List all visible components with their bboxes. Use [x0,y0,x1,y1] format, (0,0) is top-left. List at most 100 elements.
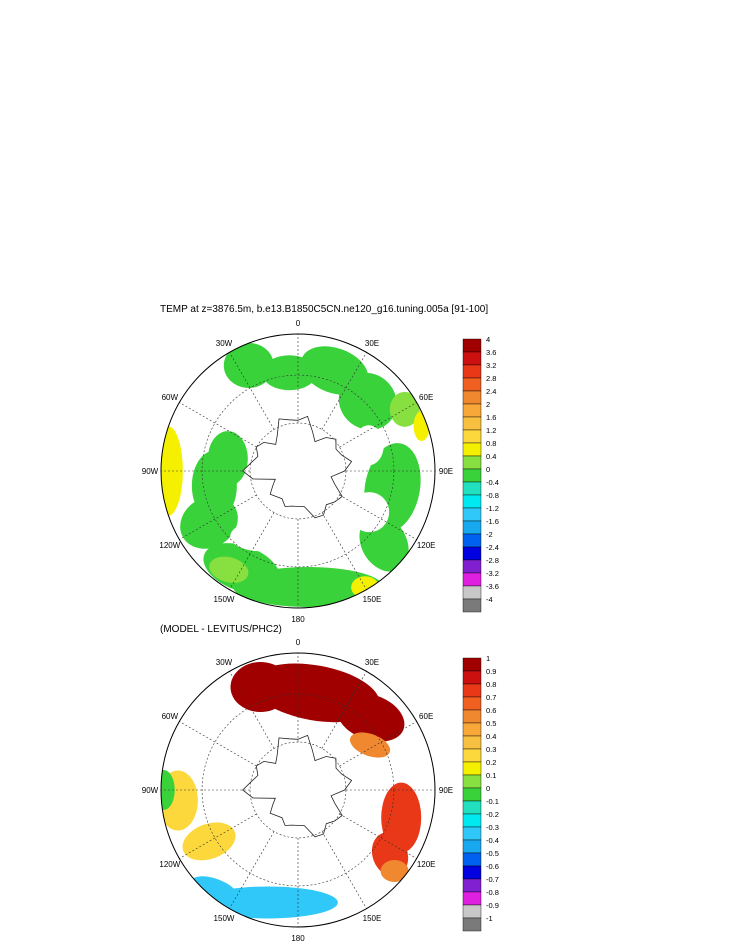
meridian [179,402,257,448]
legend-swatch [462,683,482,698]
meridian [179,494,257,540]
legend-label: 0 [486,465,490,474]
legend-label: -0.5 [486,849,499,858]
legend-swatch [462,559,482,574]
legend-label: 0.2 [486,758,496,767]
legend-swatch [462,533,482,548]
land-mask [349,492,390,533]
land-mask [230,521,291,552]
legend-label: 0.8 [486,680,496,689]
legend-swatch [462,520,482,535]
meridian [339,813,417,859]
meridian [179,813,257,859]
legend-label: -0.7 [486,875,499,884]
legend-label: -0.4 [486,478,499,487]
legend-label: 0.6 [486,706,496,715]
legend-label: -0.2 [486,810,499,819]
legend-swatch [462,403,482,418]
polar-map-1: 0 30E 60E 90E 120E 150E 180 150W 120W 90W 60W 30W 1 0… [142,638,499,943]
legend-swatch [462,865,482,880]
legend-swatch [462,735,482,750]
contour-fill [161,770,175,810]
legend-label: 0.4 [486,732,496,741]
antarctica-coastline [242,415,353,519]
legend-swatch [462,709,482,724]
map-boundary [160,652,436,928]
legend-swatch [462,826,482,841]
legend-swatch [462,598,482,613]
legend-label: 0 [486,784,490,793]
legend-label: 2.4 [486,387,496,396]
contour-fill [230,662,291,713]
longitude-label: 180 [291,934,305,943]
latitude-circle [201,374,395,568]
meridian [339,494,417,540]
legend-label: -2.8 [486,556,499,565]
legend-label: -0.3 [486,823,499,832]
contour-fill [336,693,405,742]
legend-swatch [462,761,482,776]
longitude-label: 150E [363,595,382,604]
longitude-label: 0 [296,638,301,647]
contour-fill [380,860,409,883]
legend-label: -0.6 [486,862,499,871]
meridian [229,671,275,749]
legend-label: 3.2 [486,361,496,370]
contour-fill [161,426,183,516]
legend-label: -0.8 [486,491,499,500]
meridian [321,671,367,749]
map-title-top: TEMP at z=3876.5m, b.e13.B1850C5CN.ne120… [160,304,489,315]
longitude-label: 120E [417,541,436,550]
legend-swatch [462,813,482,828]
legend-label: 1 [486,654,490,663]
legend-label: 4 [486,335,490,344]
longitude-label: 90W [142,786,159,795]
legend-label: -0.8 [486,888,499,897]
contour-fill [338,372,397,430]
meridian [179,721,257,767]
legend-label: 0.7 [486,693,496,702]
longitude-label: 30E [365,658,379,667]
legend-swatch [462,481,482,496]
ocean-field [161,342,430,608]
land-mask [353,425,384,466]
map-title-bottom: (MODEL - LEVITUS/PHC2) [160,624,282,635]
contour-fill [261,355,317,391]
legend-swatch [462,429,482,444]
meridian [339,402,417,448]
map-boundary [160,333,436,609]
latitude-circle [201,693,395,887]
ocean-field [161,662,422,919]
legend-swatch [462,442,482,457]
legend-swatch [462,904,482,919]
legend-label: 2 [486,400,490,409]
longitude-label: 60W [162,712,179,721]
legend-label: -0.4 [486,836,499,845]
legend-label: 1.6 [486,413,496,422]
legend-label: 1.2 [486,426,496,435]
meridian [321,831,367,909]
legend-label: 2.8 [486,374,496,383]
legend-label: 3.6 [486,348,496,357]
legend-label: 0.4 [486,452,496,461]
longitude-label: 30W [216,658,233,667]
legend-swatch [462,891,482,906]
longitude-label: 60E [419,712,433,721]
legend-label: -4 [486,595,493,604]
longitude-label: 90W [142,467,159,476]
legend-label: -0.9 [486,901,499,910]
meridian [339,721,417,767]
longitude-label: 120W [159,541,180,550]
legend-label: 0.1 [486,771,496,780]
longitude-label: 30E [365,339,379,348]
longitude-label: 180 [291,615,305,624]
legend-swatch [462,878,482,893]
legend-swatch [462,546,482,561]
legend-label: -1 [486,914,493,923]
longitude-label: 150W [214,595,235,604]
contour-fill [389,391,420,427]
legend-swatch [462,377,482,392]
meridian [229,831,275,909]
legend-swatch [462,364,482,379]
